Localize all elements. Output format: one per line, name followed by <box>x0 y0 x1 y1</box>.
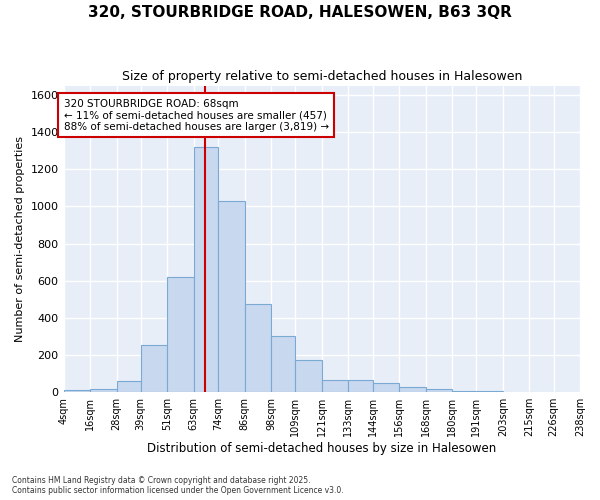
Bar <box>218 201 245 392</box>
Bar <box>271 336 295 392</box>
Bar <box>373 383 399 392</box>
Bar <box>167 277 194 392</box>
Bar <box>348 380 373 392</box>
Bar <box>116 381 141 392</box>
Bar <box>295 360 322 392</box>
Bar <box>90 390 116 392</box>
Text: Contains HM Land Registry data © Crown copyright and database right 2025.
Contai: Contains HM Land Registry data © Crown c… <box>12 476 344 495</box>
Bar <box>245 304 271 392</box>
Bar <box>399 386 425 392</box>
Text: 320 STOURBRIDGE ROAD: 68sqm
← 11% of semi-detached houses are smaller (457)
88% : 320 STOURBRIDGE ROAD: 68sqm ← 11% of sem… <box>64 98 329 132</box>
Bar <box>322 380 348 392</box>
Bar <box>141 345 167 392</box>
Bar <box>425 390 452 392</box>
Title: Size of property relative to semi-detached houses in Halesowen: Size of property relative to semi-detach… <box>122 70 522 83</box>
Bar <box>194 147 218 392</box>
Y-axis label: Number of semi-detached properties: Number of semi-detached properties <box>15 136 25 342</box>
Text: 320, STOURBRIDGE ROAD, HALESOWEN, B63 3QR: 320, STOURBRIDGE ROAD, HALESOWEN, B63 3Q… <box>88 5 512 20</box>
Bar <box>64 390 90 392</box>
X-axis label: Distribution of semi-detached houses by size in Halesowen: Distribution of semi-detached houses by … <box>147 442 496 455</box>
